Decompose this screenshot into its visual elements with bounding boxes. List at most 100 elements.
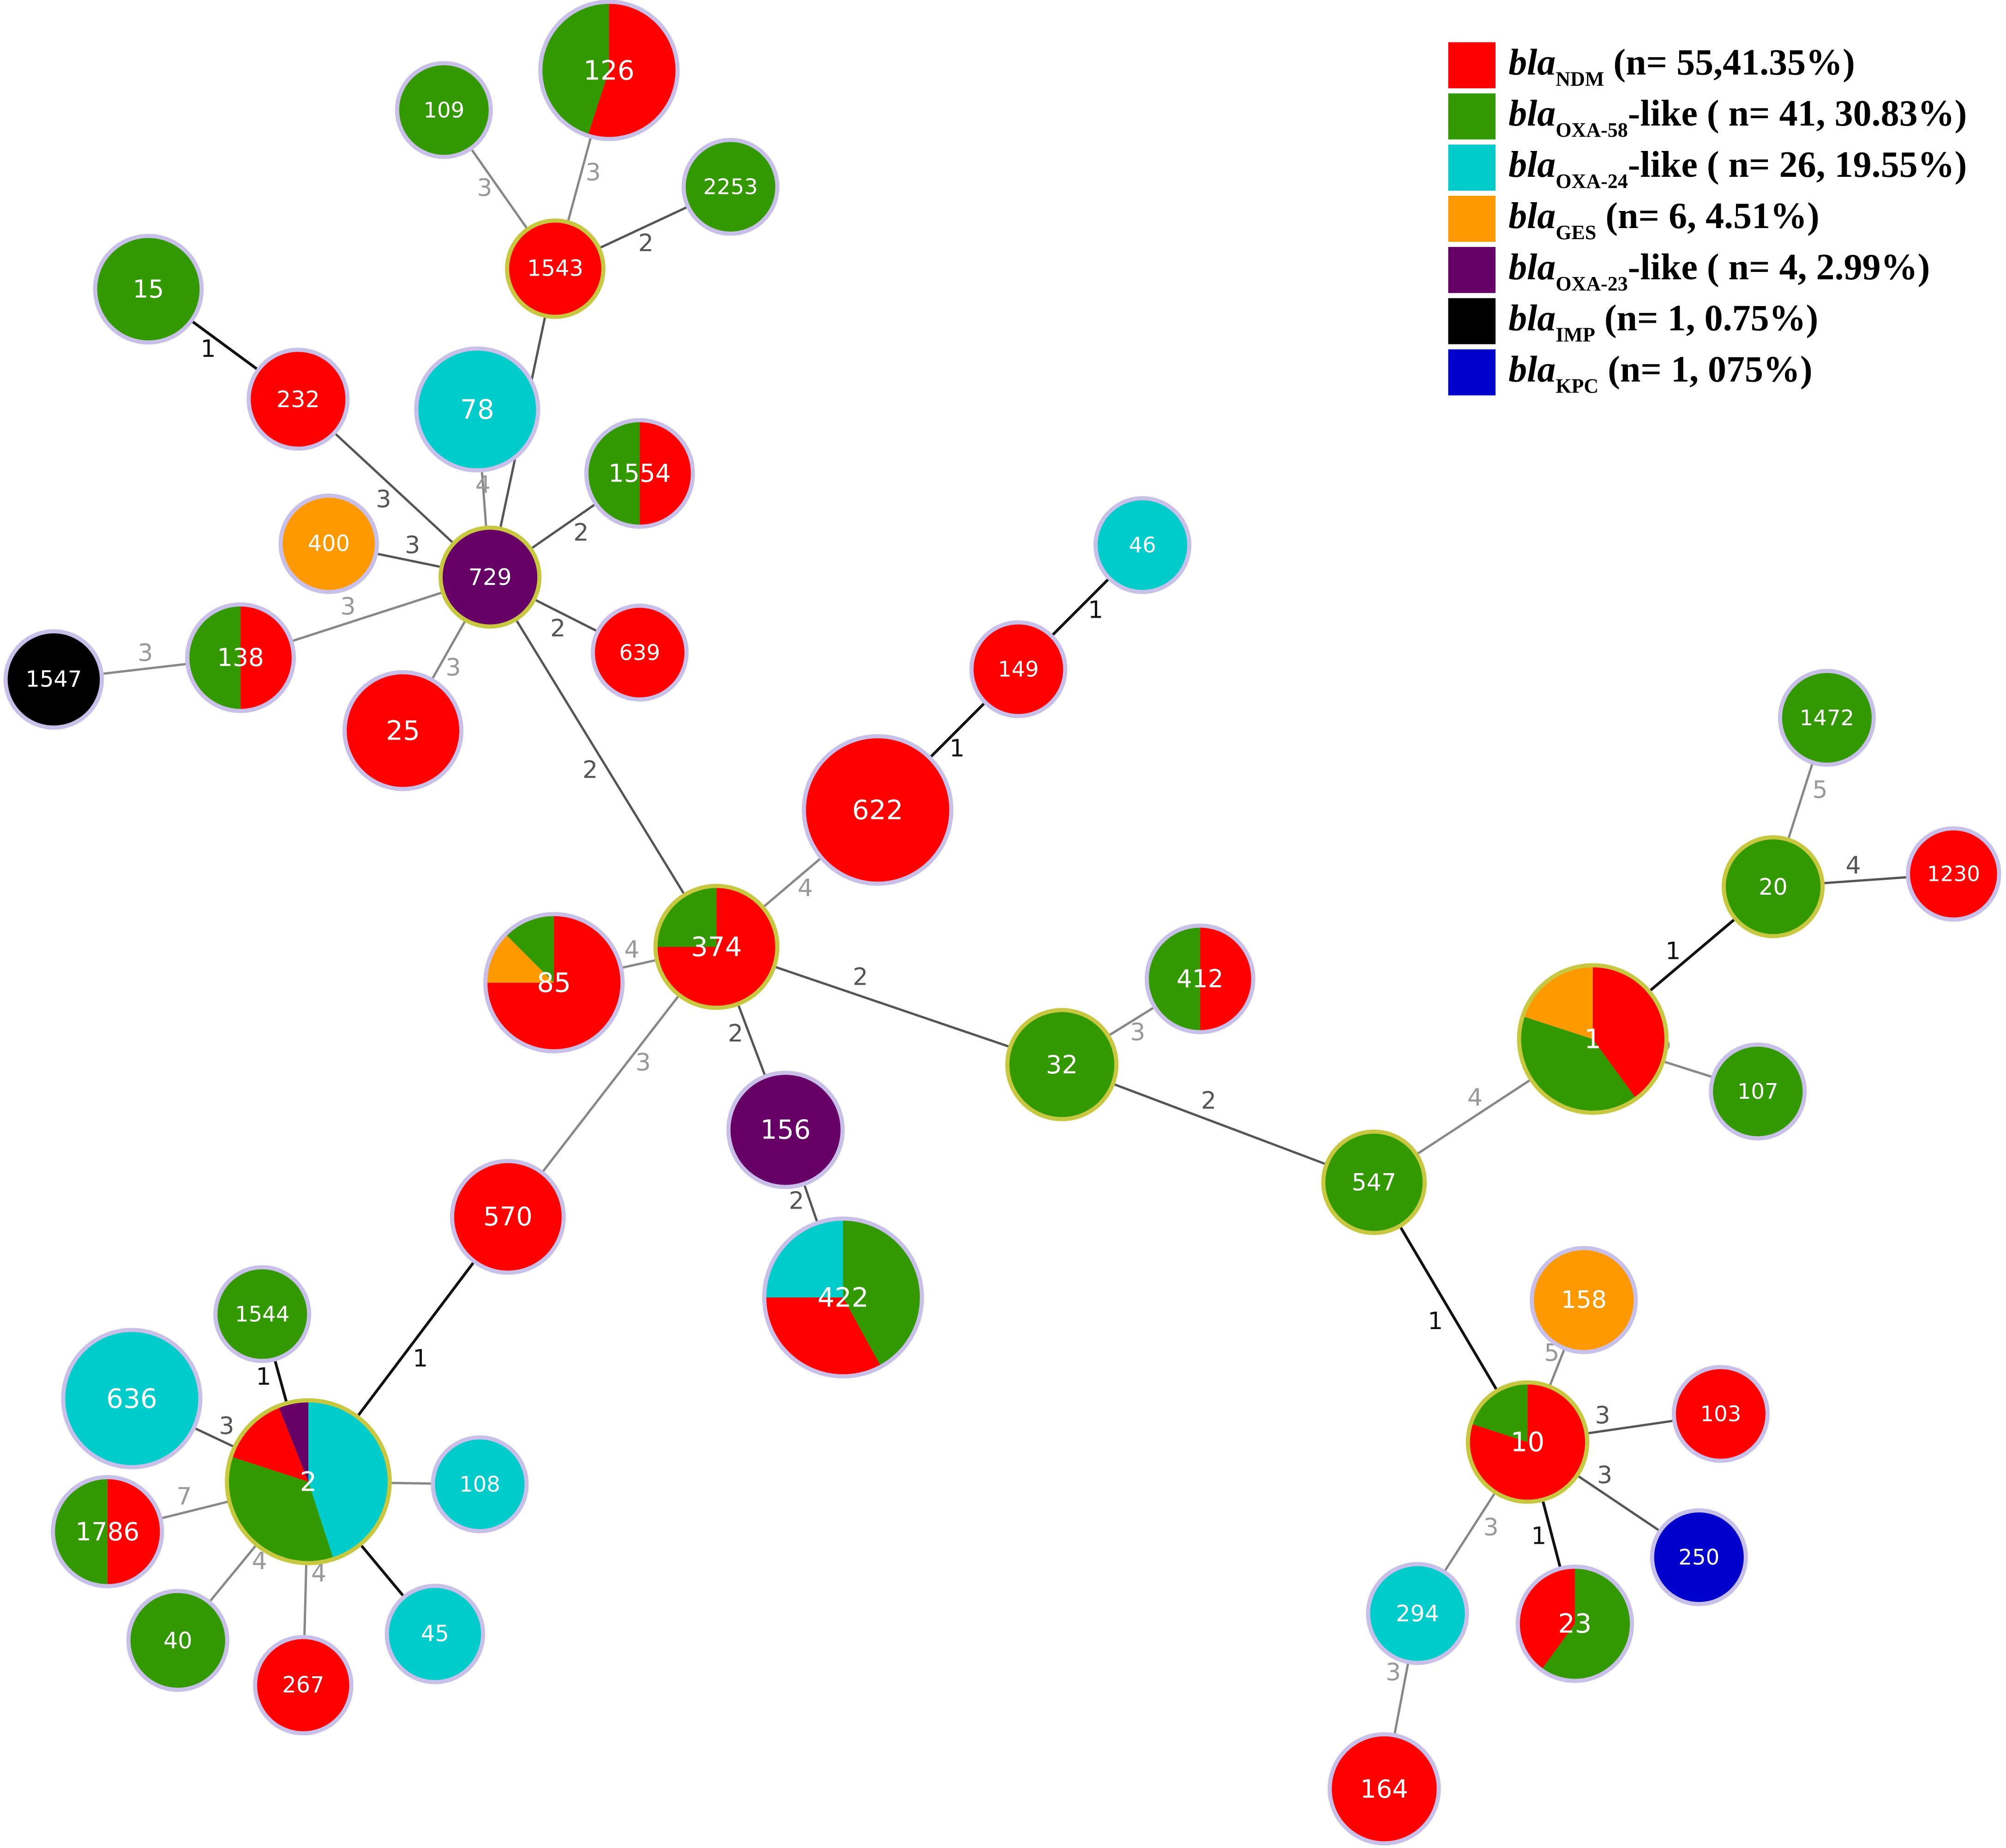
edge-label-400-729: 3 xyxy=(405,531,420,559)
node-label-2253: 2253 xyxy=(703,175,757,199)
legend-swatch xyxy=(1448,349,1496,396)
node-label-250: 250 xyxy=(1678,1545,1719,1570)
edge-label-78-729: 4 xyxy=(475,471,491,499)
edge-label-547-10: 1 xyxy=(1428,1307,1443,1335)
node-267: 267 xyxy=(253,1635,354,1736)
node-label-636: 636 xyxy=(106,1383,157,1414)
edge-label-10-250: 3 xyxy=(1597,1462,1612,1489)
edge-label-46-149: 1 xyxy=(1088,596,1103,624)
node-slice-2-NDM xyxy=(233,1408,308,1482)
node-1786: 1786 xyxy=(51,1475,164,1589)
edge-label-10-23: 1 xyxy=(1531,1522,1546,1550)
legend-swatch xyxy=(1448,42,1496,89)
legend: blaNDM (n= 55,41.35%)blaOXA-58-like ( n=… xyxy=(1448,42,1967,397)
node-slice-1786-OXA58 xyxy=(55,1479,108,1584)
node-label-1554: 1554 xyxy=(608,459,671,488)
edge-label-20-1230: 4 xyxy=(1846,852,1861,879)
node-slice-10-NDM xyxy=(1470,1384,1586,1500)
node-label-570: 570 xyxy=(483,1202,533,1232)
node-label-107: 107 xyxy=(1737,1079,1778,1104)
node-40: 40 xyxy=(126,1589,229,1692)
node-slice-267-NDM xyxy=(257,1639,349,1732)
edge-label-10-294: 3 xyxy=(1483,1514,1499,1541)
node-32: 32 xyxy=(1005,1008,1119,1121)
edge-label-10-103: 3 xyxy=(1595,1402,1610,1429)
node-400: 400 xyxy=(278,494,379,594)
node-slice-250-KPC xyxy=(1654,1512,1744,1602)
legend-item-oxa-23: blaOXA-23-like ( n= 4, 2.99%) xyxy=(1448,247,1930,295)
node-label-729: 729 xyxy=(468,564,512,590)
node-1547: 1547 xyxy=(3,629,104,730)
node-slice-422-OXA58 xyxy=(843,1221,920,1365)
node-slice-158-GES xyxy=(1534,1250,1634,1350)
node-1554: 1554 xyxy=(584,418,695,529)
node-slice-1543-NDM xyxy=(509,223,601,315)
node-label-149: 149 xyxy=(998,657,1039,682)
node-label-40: 40 xyxy=(163,1627,192,1654)
node-label-10: 10 xyxy=(1510,1427,1544,1458)
node-2253: 2253 xyxy=(681,138,780,236)
node-label-1543: 1543 xyxy=(527,256,583,282)
edge-label-729-374: 2 xyxy=(583,756,598,784)
node-slice-2253-OXA58 xyxy=(685,142,775,232)
edge-label-15-232: 1 xyxy=(200,335,216,363)
node-slice-40-OXA58 xyxy=(130,1593,225,1688)
edge-label-294-164: 3 xyxy=(1386,1659,1401,1686)
node-547: 547 xyxy=(1321,1129,1427,1235)
node-label-85: 85 xyxy=(537,967,571,999)
node-slice-1554-OXA58 xyxy=(588,422,640,525)
node-label-1230: 1230 xyxy=(1927,862,1980,886)
node-103: 103 xyxy=(1671,1365,1770,1463)
node-78: 78 xyxy=(414,346,541,473)
edge-label-32-547: 2 xyxy=(1201,1087,1216,1114)
node-label-232: 232 xyxy=(276,386,320,413)
node-slice-412-OXA58 xyxy=(1148,927,1200,1030)
legend-item-oxa-58: blaOXA-58-like ( n= 41, 30.83%) xyxy=(1448,93,1967,141)
node-slice-232-NDM xyxy=(251,352,346,447)
node-slice-109-OXA58 xyxy=(399,65,489,155)
node-slice-25-NDM xyxy=(347,674,460,787)
node-label-45: 45 xyxy=(421,1621,449,1647)
node-slice-2-OXA24 xyxy=(308,1402,388,1558)
node-108: 108 xyxy=(431,1435,529,1534)
legend-item-imp: blaIMP (n= 1, 0.75%) xyxy=(1448,298,1818,346)
edge-label-126-1543: 3 xyxy=(586,159,601,187)
node-label-103: 103 xyxy=(1700,1402,1741,1427)
node-slice-1544-OXA58 xyxy=(217,1269,307,1359)
node-639: 639 xyxy=(590,603,689,702)
node-slice-622-NDM xyxy=(806,738,949,882)
node-slice-1-NDM xyxy=(1592,967,1664,1097)
node-label-109: 109 xyxy=(423,97,464,122)
node-slice-85-OXA58 xyxy=(507,916,554,983)
node-107: 107 xyxy=(1709,1042,1807,1141)
node-slice-547-OXA58 xyxy=(1325,1133,1423,1231)
legend-label: blaOXA-24-like ( n= 26, 19.55%) xyxy=(1508,144,1967,193)
node-149: 149 xyxy=(969,620,1068,718)
edge-label-547-1: 4 xyxy=(1467,1084,1483,1112)
node-slice-15-OXA58 xyxy=(97,238,200,341)
node-46: 46 xyxy=(1093,496,1192,594)
node-label-267: 267 xyxy=(282,1673,324,1698)
node-slice-138-OXA58 xyxy=(189,606,241,709)
node-label-25: 25 xyxy=(386,715,420,746)
node-label-639: 639 xyxy=(619,640,660,665)
node-slice-639-NDM xyxy=(595,608,685,698)
legend-item-ges: blaGES (n= 6, 4.51%) xyxy=(1448,196,1820,244)
legend-item-kpc: blaKPC (n= 1, 075%) xyxy=(1448,349,1813,397)
node-slice-636-OXA24 xyxy=(65,1332,198,1465)
node-636: 636 xyxy=(61,1328,203,1469)
edge-label-374-156: 2 xyxy=(728,1020,743,1047)
node-label-20: 20 xyxy=(1759,873,1788,900)
node-slice-78-OXA24 xyxy=(418,350,536,469)
edge-label-85-374: 4 xyxy=(624,936,639,963)
edge-729-374 xyxy=(489,576,718,948)
node-slice-32-OXA58 xyxy=(1009,1012,1115,1117)
node-slice-10-OXA58 xyxy=(1472,1384,1528,1442)
node-slice-1786-NDM xyxy=(107,1479,160,1584)
node-10: 10 xyxy=(1465,1380,1590,1504)
node-slice-374-OXA58 xyxy=(657,888,717,947)
node-622: 622 xyxy=(802,734,954,886)
node-294: 294 xyxy=(1366,1562,1469,1665)
node-1: 1 xyxy=(1517,963,1669,1115)
